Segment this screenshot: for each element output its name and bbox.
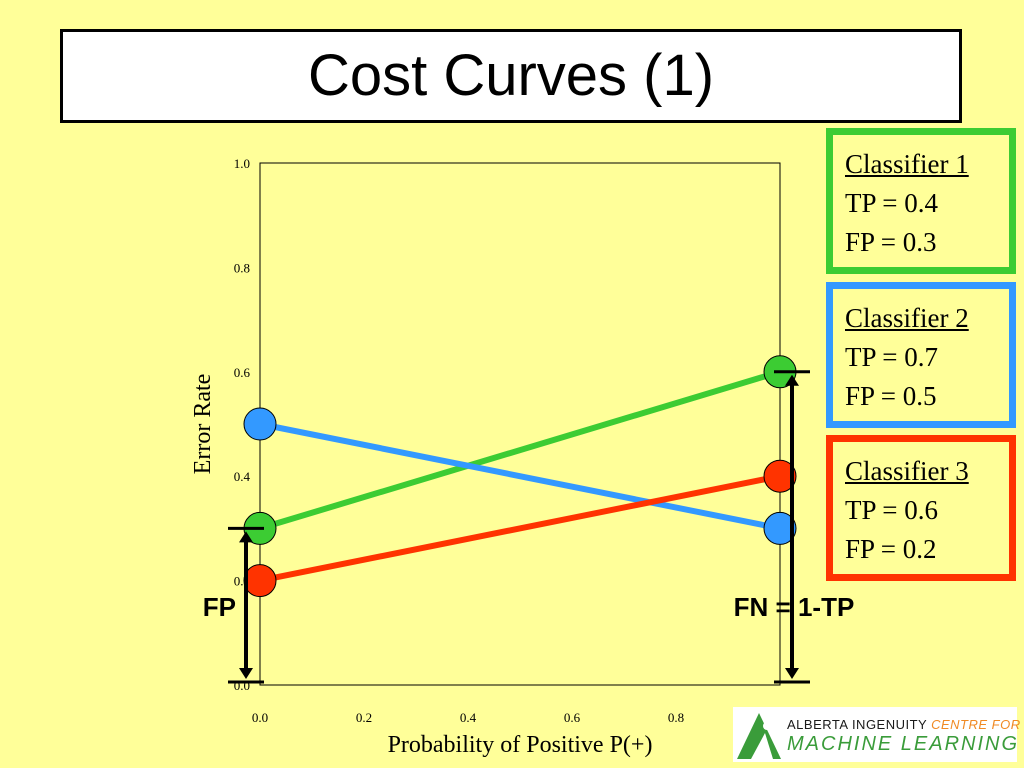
x-tick-label: 0.6 <box>564 710 581 725</box>
x-tick-label: 0.0 <box>252 710 268 725</box>
series-line-1 <box>257 368 783 532</box>
legend-classifier-2-fp: FP = 0.5 <box>845 381 937 411</box>
y-axis-label: Error Rate <box>190 374 216 475</box>
bracket-arrow-up <box>239 531 253 543</box>
x-tick-label: 0.2 <box>356 710 372 725</box>
legend-classifier-1-fp: FP = 0.3 <box>845 227 937 257</box>
title-box: Cost Curves (1) <box>60 29 962 123</box>
legend-classifier-2: Classifier 2 TP = 0.7 FP = 0.5 <box>826 282 1016 428</box>
slide-title: Cost Curves (1) <box>307 43 715 108</box>
x-tick-label: 0.4 <box>460 710 477 725</box>
points-layer <box>243 355 797 598</box>
bracket-layer <box>228 370 810 684</box>
y-tick-label: 0.6 <box>234 365 251 380</box>
legend-classifier-1-name: Classifier 1 <box>845 149 969 179</box>
series-layer <box>257 368 783 584</box>
series-point-3 <box>243 564 277 598</box>
bracket-label-fn: FN = 1-TP <box>734 592 855 622</box>
series-line-2 <box>257 421 783 532</box>
bracket-arrow-down <box>785 668 799 679</box>
logo-line-2: MACHINE LEARNING <box>787 733 1020 755</box>
acml-logo-mark-icon <box>737 713 781 759</box>
legend-classifier-3-tp: TP = 0.6 <box>845 495 938 525</box>
y-tick-label: 0.8 <box>234 260 250 275</box>
legend-classifier-2-name: Classifier 2 <box>845 303 969 333</box>
logo-line-1-accent: CENTRE FOR <box>931 717 1021 732</box>
label-layer: Probability of Positive P(+) Error Rate FP… <box>190 374 854 758</box>
legend-classifier-1-tp: TP = 0.4 <box>845 188 938 218</box>
series-point-2 <box>763 511 797 545</box>
bracket-arrow-up <box>785 374 799 386</box>
legend-classifier-3-name: Classifier 3 <box>845 456 969 486</box>
plot-frame <box>259 162 781 686</box>
logo-line-1: ALBERTA INGENUITY CENTRE FOR <box>787 717 1021 732</box>
series-line-3 <box>257 473 783 584</box>
legend-classifier-1: Classifier 1 TP = 0.4 FP = 0.3 <box>826 128 1016 274</box>
series-point-2 <box>243 407 277 441</box>
y-tick-label: 0.4 <box>234 469 251 484</box>
y-tick-label: 1.0 <box>234 156 250 171</box>
axes-layer: 0.00.20.40.60.81.00.00.20.40.60.81.0 <box>234 156 788 725</box>
logo-line-1-main: ALBERTA INGENUITY <box>787 717 932 732</box>
series-point-3 <box>763 459 797 493</box>
legend-classifier-3-fp: FP = 0.2 <box>845 534 937 564</box>
legend-classifier-2-tp: TP = 0.7 <box>845 342 938 372</box>
x-axis-label: Probability of Positive P(+) <box>388 732 653 758</box>
bracket-arrow-down <box>239 668 253 679</box>
acml-logo: ALBERTA INGENUITY CENTRE FOR MACHINE LEA… <box>733 707 1020 762</box>
x-tick-label: 0.8 <box>668 710 684 725</box>
legend-classifier-3: Classifier 3 TP = 0.6 FP = 0.2 <box>826 435 1016 581</box>
y-tick-label: 0.0 <box>234 678 250 693</box>
bracket-label-fp: FP <box>203 592 236 622</box>
